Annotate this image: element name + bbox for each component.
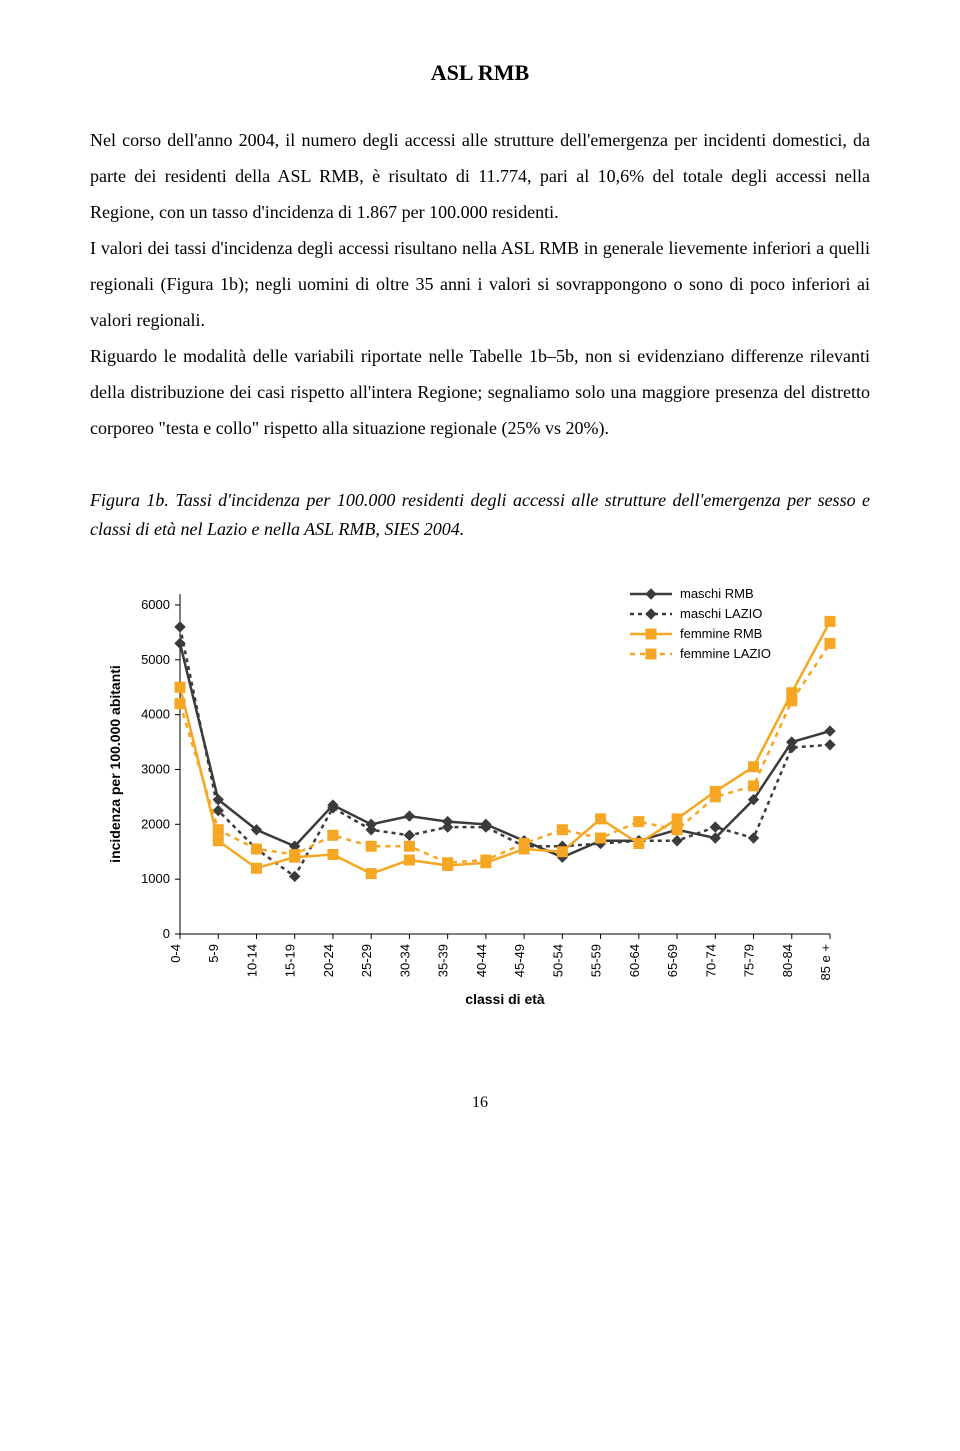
svg-text:65-69: 65-69	[665, 944, 680, 977]
svg-text:35-39: 35-39	[436, 944, 451, 977]
svg-text:15-19: 15-19	[283, 944, 298, 977]
paragraph-2: I valori dei tassi d'incidenza degli acc…	[90, 230, 870, 338]
paragraph-1: Nel corso dell'anno 2004, il numero degl…	[90, 122, 870, 230]
figure-caption: Figura 1b. Tassi d'incidenza per 100.000…	[90, 486, 870, 544]
svg-text:2000: 2000	[141, 816, 170, 831]
chart-container: 0 1000 2000 3000 4000 5000 6000 0-4 5-9 10-14 15-1…	[100, 574, 860, 1034]
svg-text:maschi LAZIO: maschi LAZIO	[680, 606, 762, 621]
svg-text:5-9: 5-9	[206, 944, 221, 963]
svg-text:70-74: 70-74	[703, 944, 718, 977]
svg-text:femmine RMB: femmine RMB	[680, 626, 762, 641]
svg-text:5000: 5000	[141, 651, 170, 666]
svg-text:50-54: 50-54	[550, 944, 565, 977]
page-number: 16	[90, 1094, 870, 1112]
svg-text:4000: 4000	[141, 706, 170, 721]
svg-text:6000: 6000	[141, 597, 170, 612]
svg-text:femmine LAZIO: femmine LAZIO	[680, 646, 771, 661]
svg-text:75-79: 75-79	[742, 944, 757, 977]
svg-text:45-49: 45-49	[512, 944, 527, 977]
svg-text:maschi RMB: maschi RMB	[680, 586, 754, 601]
svg-text:0-4: 0-4	[168, 944, 183, 963]
svg-text:10-14: 10-14	[244, 944, 259, 977]
svg-text:1000: 1000	[141, 871, 170, 886]
line-chart: 0 1000 2000 3000 4000 5000 6000 0-4 5-9 10-14 15-1…	[100, 574, 860, 1034]
svg-text:60-64: 60-64	[627, 944, 642, 977]
svg-text:80-84: 80-84	[780, 944, 795, 977]
svg-text:20-24: 20-24	[321, 944, 336, 977]
paragraph-3: Riguardo le modalità delle variabili rip…	[90, 338, 870, 446]
svg-text:classi di età: classi di età	[465, 991, 545, 1007]
page-title: ASL RMB	[90, 60, 870, 86]
svg-text:0: 0	[163, 926, 170, 941]
svg-text:85 e +: 85 e +	[818, 944, 833, 981]
svg-text:55-59: 55-59	[589, 944, 604, 977]
svg-text:30-34: 30-34	[397, 944, 412, 977]
svg-text:25-29: 25-29	[359, 944, 374, 977]
svg-text:incidenza per 100.000 abitanti: incidenza per 100.000 abitanti	[107, 665, 123, 863]
svg-text:3000: 3000	[141, 761, 170, 776]
svg-text:40-44: 40-44	[474, 944, 489, 977]
